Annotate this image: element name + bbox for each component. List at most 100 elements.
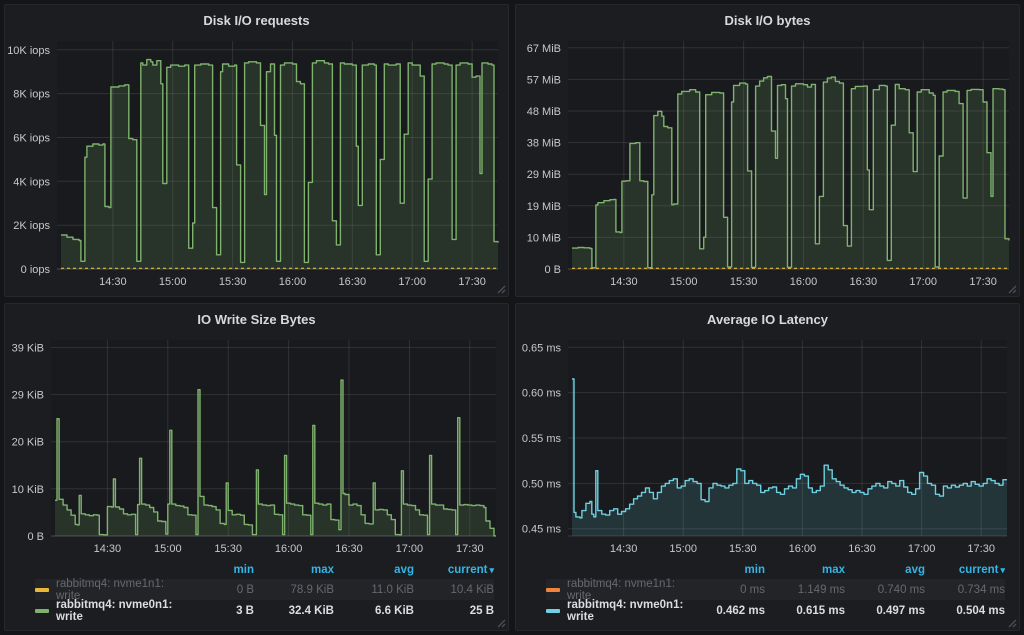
svg-text:0 B: 0 B bbox=[544, 264, 561, 276]
legend-col-max[interactable]: max bbox=[310, 563, 334, 576]
svg-text:14:30: 14:30 bbox=[94, 543, 122, 555]
svg-text:19 MiB: 19 MiB bbox=[527, 201, 561, 213]
svg-text:15:30: 15:30 bbox=[730, 276, 758, 288]
disk-io-bytes-chart[interactable]: 14:30 15:00 15:30 16:00 16:30 17:00 17:30 0 B 10… bbox=[516, 31, 1019, 291]
svg-text:0 iops: 0 iops bbox=[21, 264, 51, 276]
svg-text:48 MiB: 48 MiB bbox=[527, 106, 561, 118]
stat-min: 0.462 ms bbox=[716, 604, 765, 617]
svg-text:0.45 ms: 0.45 ms bbox=[522, 524, 562, 536]
panel-title[interactable]: Disk I/O bytes bbox=[724, 13, 811, 28]
stat-avg: 6.6 KiB bbox=[375, 604, 414, 617]
legend-col-min[interactable]: min bbox=[233, 563, 254, 576]
svg-text:67 MiB: 67 MiB bbox=[527, 43, 561, 55]
panel-resize-handle-icon[interactable] bbox=[496, 284, 506, 294]
svg-text:16:30: 16:30 bbox=[339, 276, 367, 288]
svg-text:16:00: 16:00 bbox=[790, 276, 818, 288]
svg-text:17:00: 17:00 bbox=[908, 543, 936, 555]
svg-text:14:30: 14:30 bbox=[610, 276, 638, 288]
svg-text:17:00: 17:00 bbox=[909, 276, 937, 288]
svg-text:38 MiB: 38 MiB bbox=[527, 138, 561, 150]
legend-col-current[interactable]: current ▾ bbox=[958, 563, 1005, 576]
stat-max: 78.9 KiB bbox=[290, 583, 334, 596]
svg-text:15:30: 15:30 bbox=[219, 276, 247, 288]
svg-text:0.65 ms: 0.65 ms bbox=[522, 342, 562, 354]
svg-text:0.55 ms: 0.55 ms bbox=[522, 433, 562, 445]
svg-text:14:30: 14:30 bbox=[99, 276, 127, 288]
svg-text:15:00: 15:00 bbox=[670, 276, 698, 288]
legend-col-current[interactable]: current ▾ bbox=[447, 563, 494, 576]
legend-col-min[interactable]: min bbox=[744, 563, 765, 576]
svg-text:16:30: 16:30 bbox=[850, 276, 878, 288]
stat-current: 10.4 KiB bbox=[450, 583, 494, 596]
panel-average-io-latency: Average IO Latency 14:30 15:00 15:30 16:00 1… bbox=[515, 303, 1020, 631]
legend-row-nvme1n1: rabbitmq4: nvme1n1: write 0 B 78.9 KiB 1… bbox=[35, 577, 494, 602]
svg-text:10 KiB: 10 KiB bbox=[12, 484, 44, 496]
svg-text:0 B: 0 B bbox=[27, 531, 44, 543]
svg-text:0.60 ms: 0.60 ms bbox=[522, 388, 562, 400]
series-color-swatch[interactable] bbox=[35, 608, 49, 613]
average-io-latency-chart[interactable]: 14:30 15:00 15:30 16:00 16:30 17:00 17:30 0.45 … bbox=[516, 330, 1019, 558]
io-write-size-chart[interactable]: 14:30 15:00 15:30 16:00 16:30 17:00 17:30 0 B 10… bbox=[5, 330, 508, 558]
svg-text:16:30: 16:30 bbox=[848, 543, 876, 555]
stat-max: 32.4 KiB bbox=[288, 604, 334, 617]
legend-row-nvme1n1: rabbitmq4: nvme1n1: write 0 ms 1.149 ms … bbox=[546, 577, 1005, 602]
svg-text:14:30: 14:30 bbox=[610, 543, 638, 555]
svg-text:29 MiB: 29 MiB bbox=[527, 169, 561, 181]
svg-text:29 KiB: 29 KiB bbox=[12, 390, 44, 402]
series-label[interactable]: rabbitmq4: nvme1n1: write bbox=[56, 577, 165, 602]
svg-text:10K iops: 10K iops bbox=[7, 45, 50, 57]
svg-text:20 KiB: 20 KiB bbox=[12, 437, 44, 449]
stat-current: 25 B bbox=[469, 604, 494, 617]
panel-io-write-size-bytes: IO Write Size Bytes 14:30 15:00 15:30 16:00… bbox=[4, 303, 509, 631]
panel-title[interactable]: IO Write Size Bytes bbox=[197, 312, 316, 327]
legend-row-nvme0n1: rabbitmq4: nvme0n1: write 0.462 ms 0.615… bbox=[546, 598, 1005, 623]
legend-col-max[interactable]: max bbox=[821, 563, 845, 576]
svg-text:17:30: 17:30 bbox=[967, 543, 995, 555]
sort-desc-icon: ▾ bbox=[1000, 564, 1005, 575]
stat-min: 3 B bbox=[236, 604, 254, 617]
legend: min max avg current ▾ rabbitmq4: nvme1n1:… bbox=[5, 558, 508, 623]
stat-current: 0.504 ms bbox=[956, 604, 1005, 617]
svg-text:39 KiB: 39 KiB bbox=[12, 342, 44, 354]
svg-text:0.50 ms: 0.50 ms bbox=[522, 478, 562, 490]
svg-text:10 MiB: 10 MiB bbox=[527, 232, 561, 244]
svg-text:15:00: 15:00 bbox=[669, 543, 697, 555]
stat-avg: 0.497 ms bbox=[876, 604, 925, 617]
legend-header: min max avg current ▾ bbox=[546, 560, 1005, 579]
svg-text:16:00: 16:00 bbox=[275, 543, 303, 555]
svg-text:15:00: 15:00 bbox=[159, 276, 187, 288]
legend-col-avg[interactable]: avg bbox=[905, 563, 925, 576]
svg-text:15:00: 15:00 bbox=[154, 543, 182, 555]
svg-text:8K iops: 8K iops bbox=[13, 89, 50, 101]
series-color-swatch[interactable] bbox=[546, 587, 560, 592]
panel-disk-io-bytes: Disk I/O bytes 14:30 15:00 15:30 16:00 16:30… bbox=[515, 4, 1020, 297]
legend: min max avg current ▾ rabbitmq4: nvme1n1:… bbox=[516, 558, 1019, 623]
series-label[interactable]: rabbitmq4: nvme0n1: write bbox=[56, 598, 173, 623]
sort-desc-icon: ▾ bbox=[489, 564, 494, 575]
panel-resize-handle-icon[interactable] bbox=[1007, 618, 1017, 628]
svg-text:15:30: 15:30 bbox=[214, 543, 242, 555]
legend-col-avg[interactable]: avg bbox=[394, 563, 414, 576]
panel-resize-handle-icon[interactable] bbox=[1007, 284, 1017, 294]
legend-header: min max avg current ▾ bbox=[35, 560, 494, 579]
svg-text:16:00: 16:00 bbox=[279, 276, 307, 288]
series-label[interactable]: rabbitmq4: nvme0n1: write bbox=[567, 598, 684, 623]
svg-text:6K iops: 6K iops bbox=[13, 133, 50, 145]
svg-text:17:30: 17:30 bbox=[458, 276, 486, 288]
svg-text:2K iops: 2K iops bbox=[13, 220, 50, 232]
svg-text:17:30: 17:30 bbox=[969, 276, 997, 288]
svg-text:17:30: 17:30 bbox=[456, 543, 484, 555]
series-color-swatch[interactable] bbox=[546, 608, 560, 613]
legend-row-nvme0n1: rabbitmq4: nvme0n1: write 3 B 32.4 KiB 6… bbox=[35, 598, 494, 623]
svg-text:57 MiB: 57 MiB bbox=[527, 74, 561, 86]
stat-avg: 11.0 KiB bbox=[371, 583, 414, 596]
series-label[interactable]: rabbitmq4: nvme1n1: write bbox=[567, 577, 676, 602]
stat-min: 0 ms bbox=[740, 583, 765, 596]
panel-resize-handle-icon[interactable] bbox=[496, 618, 506, 628]
disk-io-requests-chart[interactable]: 14:30 15:00 15:30 16:00 16:30 17:00 17:30 0 iop… bbox=[5, 31, 508, 291]
panel-title[interactable]: Disk I/O requests bbox=[203, 13, 310, 28]
stat-max: 0.615 ms bbox=[796, 604, 845, 617]
panel-title[interactable]: Average IO Latency bbox=[707, 312, 828, 327]
series-color-swatch[interactable] bbox=[35, 587, 49, 592]
